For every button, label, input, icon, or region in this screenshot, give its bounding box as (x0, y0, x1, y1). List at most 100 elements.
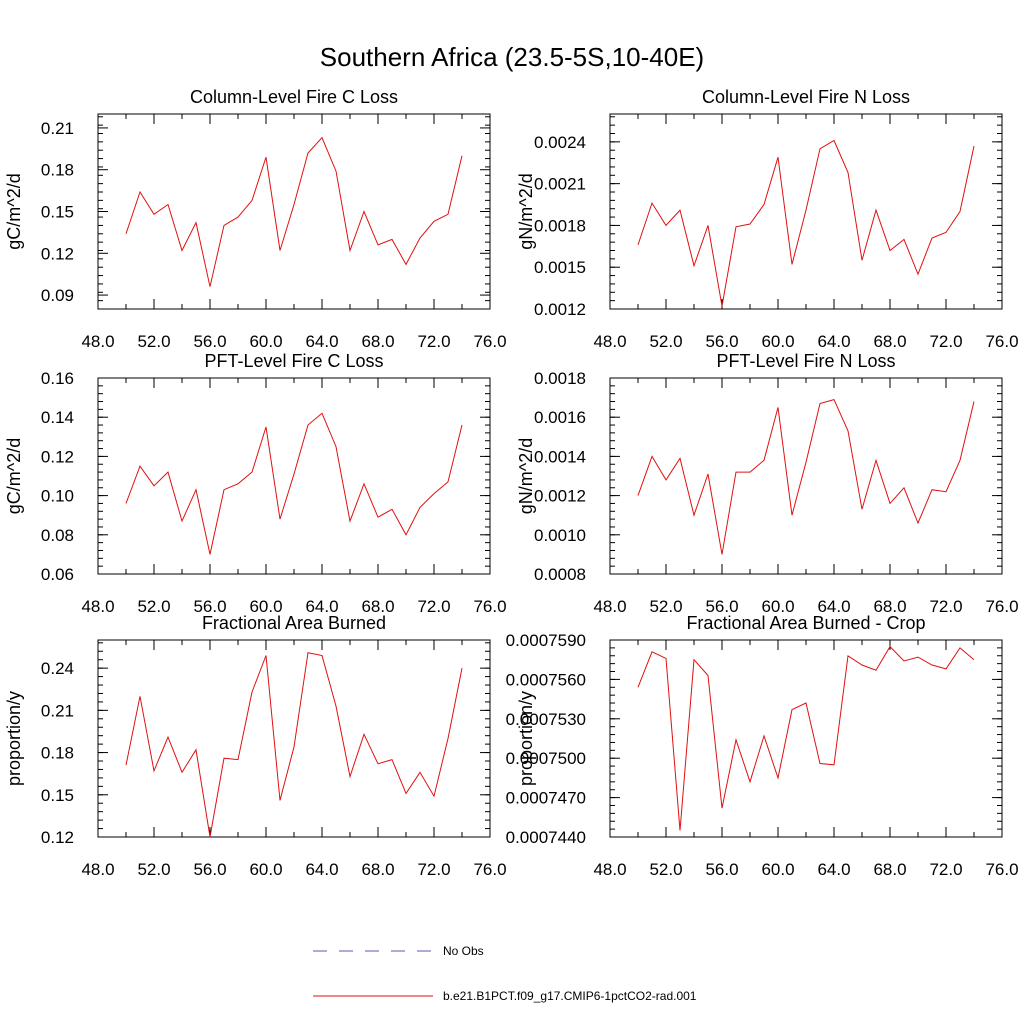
y-tick-label: 0.0007500 (506, 749, 586, 768)
y-tick-label: 0.21 (41, 701, 74, 720)
plot-frame (609, 377, 1003, 575)
y-tick-label: 0.18 (41, 161, 74, 180)
chart-panel-5: 48.0 52.0 56.0 60.0 64.0 68.0 72.0 76.0 0.12 0.15… (4, 613, 507, 879)
y-tick-label: 0.12 (41, 447, 74, 466)
x-tick-label: 60.0 (249, 597, 282, 616)
y-axis-label: gC/m^2/d (4, 173, 24, 249)
x-tick-label: 68.0 (873, 860, 906, 879)
x-tick-label: 76.0 (473, 860, 506, 879)
y-tick-label: 0.0024 (534, 133, 586, 152)
x-tick-label: 56.0 (193, 597, 226, 616)
x-tick-label: 68.0 (361, 597, 394, 616)
y-tick-label: 0.0018 (534, 216, 586, 235)
x-tick-label: 48.0 (81, 332, 114, 351)
y-axis-label: gC/m^2/d (4, 438, 24, 514)
x-tick-label: 60.0 (761, 332, 794, 351)
y-axis-label: gN/m^2/d (516, 438, 536, 514)
plot-frame (97, 377, 491, 575)
panel-title: Column-Level Fire N Loss (702, 87, 910, 107)
x-tick-label: 52.0 (137, 597, 170, 616)
y-tick-label: 0.08 (41, 526, 74, 545)
x-tick-label: 48.0 (593, 860, 626, 879)
y-tick-label: 0.09 (41, 286, 74, 305)
legend-label-model-run: b.e21.B1PCT.f09_g17.CMIP6-1pctCO2-rad.00… (443, 989, 697, 1003)
plot-frame (609, 639, 1003, 838)
series-line (125, 652, 463, 838)
x-tick-label: 52.0 (137, 860, 170, 879)
x-tick-label: 72.0 (417, 332, 450, 351)
panel-title: Fractional Area Burned (202, 613, 386, 633)
x-tick-label: 64.0 (305, 597, 338, 616)
y-tick-label: 0.18 (41, 744, 74, 763)
y-tick-label: 0.0007470 (506, 789, 586, 808)
y-tick-label: 0.0012 (534, 487, 586, 506)
y-tick-label: 0.12 (41, 828, 74, 847)
x-tick-label: 72.0 (929, 597, 962, 616)
y-tick-label: 0.06 (41, 565, 74, 584)
x-tick-label: 56.0 (705, 332, 738, 351)
y-axis-label: gN/m^2/d (516, 173, 536, 249)
x-tick-label: 76.0 (985, 860, 1018, 879)
x-tick-label: 72.0 (929, 860, 962, 879)
y-tick-label: 0.0012 (534, 300, 586, 319)
x-tick-label: 60.0 (249, 860, 282, 879)
x-tick-label: 56.0 (705, 860, 738, 879)
y-tick-label: 0.0010 (534, 526, 586, 545)
x-tick-label: 56.0 (193, 860, 226, 879)
x-tick-label: 76.0 (473, 332, 506, 351)
x-tick-label: 64.0 (817, 332, 850, 351)
x-tick-label: 52.0 (137, 332, 170, 351)
x-tick-label: 76.0 (985, 332, 1018, 351)
y-tick-label: 0.0018 (534, 369, 586, 388)
x-tick-label: 52.0 (649, 597, 682, 616)
series-line (637, 399, 975, 555)
y-axis-label: proportion/y (516, 691, 536, 786)
legend-label-no-obs: No Obs (443, 944, 484, 958)
y-tick-label: 0.0007590 (506, 631, 586, 650)
y-tick-label: 0.0014 (534, 447, 586, 466)
x-tick-label: 64.0 (305, 860, 338, 879)
plot-frame (609, 113, 1003, 310)
x-tick-label: 60.0 (761, 860, 794, 879)
y-tick-label: 0.21 (41, 119, 74, 138)
x-tick-label: 48.0 (81, 860, 114, 879)
y-tick-label: 0.0021 (534, 175, 586, 194)
panel-title: Column-Level Fire C Loss (190, 87, 398, 107)
x-tick-label: 60.0 (249, 332, 282, 351)
y-tick-label: 0.0015 (534, 258, 586, 277)
x-tick-label: 56.0 (193, 332, 226, 351)
plot-frame (97, 113, 491, 310)
chart-panel-6: 48.0 52.0 56.0 60.0 64.0 68.0 72.0 76.0 0.000744… (506, 613, 1019, 879)
series-line (637, 645, 975, 831)
x-tick-label: 64.0 (817, 860, 850, 879)
y-tick-label: 0.15 (41, 786, 74, 805)
chart-panel-3: 48.0 52.0 56.0 60.0 64.0 68.0 72.0 76.0 0.06 0.08… (4, 351, 507, 616)
y-tick-label: 0.0007530 (506, 710, 586, 729)
y-tick-label: 0.0007440 (506, 828, 586, 847)
y-tick-label: 0.0007560 (506, 670, 586, 689)
x-tick-label: 64.0 (817, 597, 850, 616)
chart-panel-1: 48.0 52.0 56.0 60.0 64.0 68.0 72.0 76.0 0.09 0.12… (4, 87, 507, 351)
y-tick-label: 0.0016 (534, 408, 586, 427)
x-tick-label: 76.0 (985, 597, 1018, 616)
series-line (125, 136, 463, 287)
x-tick-label: 68.0 (873, 332, 906, 351)
y-tick-label: 0.24 (41, 659, 74, 678)
chart-panel-4: 48.0 52.0 56.0 60.0 64.0 68.0 72.0 76.0 0.0008 0.… (516, 351, 1019, 616)
y-tick-label: 0.12 (41, 244, 74, 263)
x-tick-label: 68.0 (873, 597, 906, 616)
series-line (125, 412, 463, 555)
x-tick-label: 48.0 (81, 597, 114, 616)
x-tick-label: 68.0 (361, 332, 394, 351)
y-axis-label: proportion/y (4, 691, 24, 786)
x-tick-label: 60.0 (761, 597, 794, 616)
x-tick-label: 48.0 (593, 597, 626, 616)
y-tick-label: 0.0008 (534, 565, 586, 584)
chart-panel-2: 48.0 52.0 56.0 60.0 64.0 68.0 72.0 76.0 0.0012 0.… (516, 87, 1019, 351)
x-tick-label: 52.0 (649, 860, 682, 879)
x-tick-label: 56.0 (705, 597, 738, 616)
y-tick-label: 0.15 (41, 203, 74, 222)
y-tick-label: 0.14 (41, 408, 74, 427)
panels: 48.0 52.0 56.0 60.0 64.0 68.0 72.0 76.0 0.09 0.12… (4, 87, 1019, 879)
